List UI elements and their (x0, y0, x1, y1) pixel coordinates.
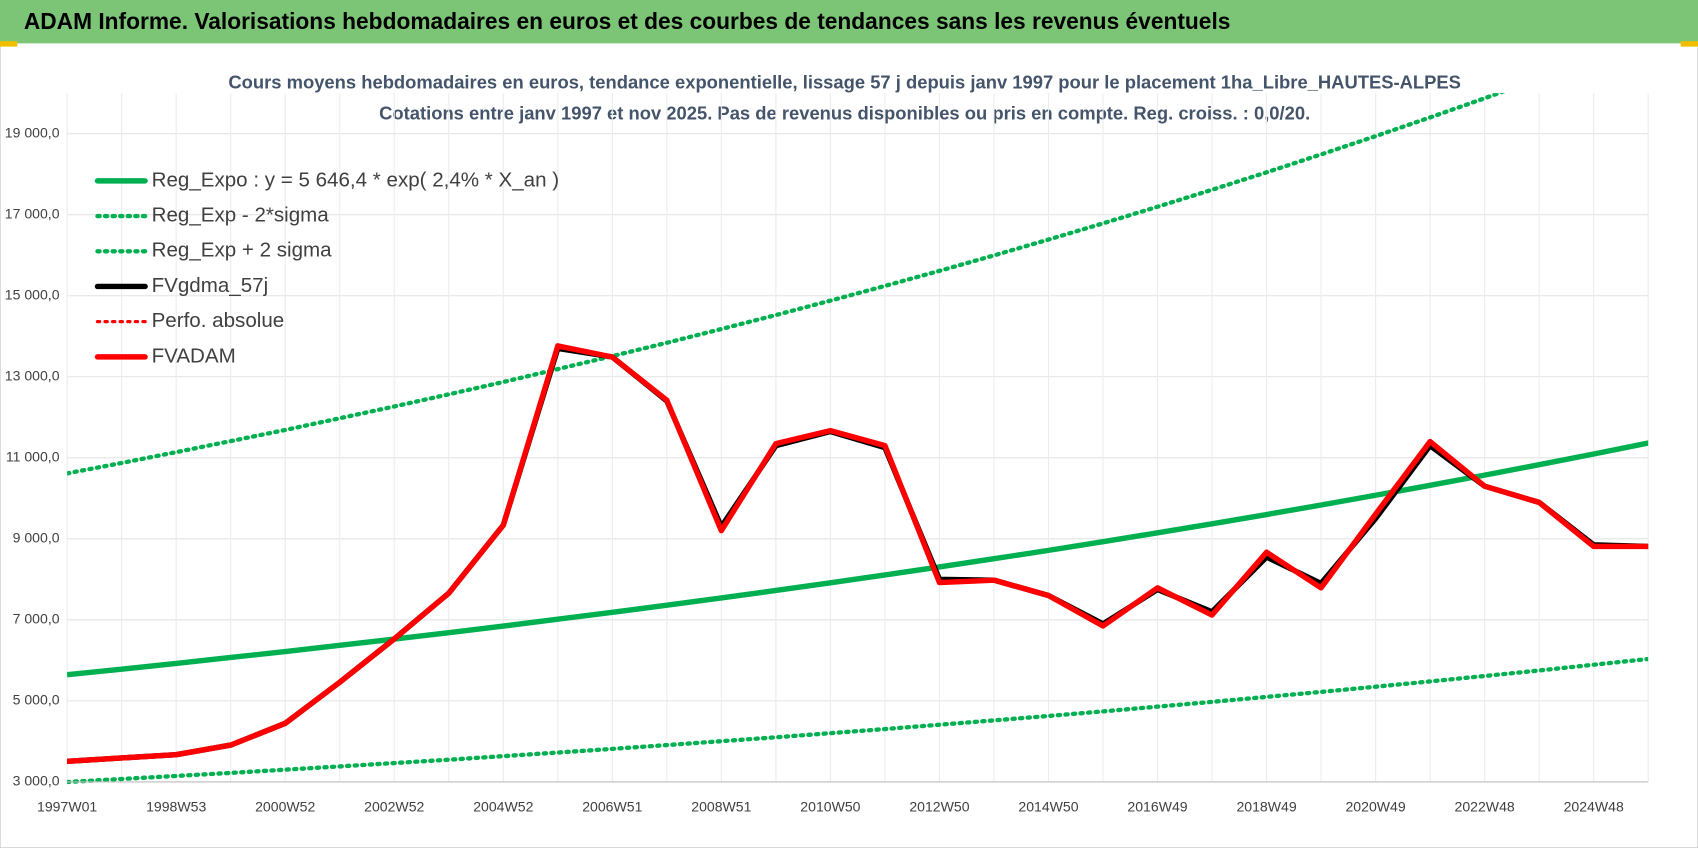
x-tick-label: 2006W51 (582, 799, 642, 815)
legend: Reg_Expo : y = 5 646,4 * exp( 2,4% * X_a… (94, 168, 560, 367)
header-bar (0, 0, 1698, 44)
y-tick-label: 7 000,0 (13, 611, 60, 627)
y-tick-label: 11 000,0 (6, 449, 60, 465)
series-line (67, 93, 1506, 476)
plot-area (67, 93, 1649, 785)
x-tick-label: 2010W50 (800, 799, 860, 815)
series-line (67, 656, 1649, 785)
x-tick-label: 2020W49 (1345, 799, 1405, 815)
x-tick-label: 2018W49 (1236, 799, 1296, 815)
x-tick-label: 2022W48 (1455, 799, 1515, 815)
series-line (67, 440, 1649, 678)
series-line (67, 343, 1649, 765)
axes: 3 000,0 5 000,0 7 000,0 9 000,0 11 000,0 13 0… (5, 124, 1649, 815)
y-tick-label: 3 000,0 (13, 773, 60, 789)
legend-label: Reg_Exp - 2*sigma (152, 204, 330, 227)
y-tick-label: 9 000,0 (13, 530, 60, 546)
x-tick-label: 2000W52 (255, 799, 315, 815)
chart-subtitle: Cotations entre janv 1997 et nov 2025. P… (379, 103, 1310, 124)
x-tick-label: 1997W01 (37, 799, 97, 815)
x-tick-label: 2008W51 (691, 799, 751, 815)
x-tick-label: 2004W52 (473, 799, 533, 815)
x-tick-label: 2024W48 (1564, 799, 1624, 815)
x-tick-label: 2012W50 (909, 799, 969, 815)
legend-label: FVgdma_57j (152, 274, 269, 297)
corner-marker (0, 41, 18, 47)
legend-label: Reg_Exp + 2 sigma (152, 239, 333, 262)
legend-label: FVADAM (152, 344, 236, 367)
y-tick-label: 5 000,0 (13, 692, 60, 708)
x-tick-label: 2002W52 (364, 799, 424, 815)
y-tick-label: 13 000,0 (5, 367, 60, 383)
y-tick-label: 17 000,0 (5, 205, 60, 221)
legend-label: Perfo. absolue (152, 309, 285, 332)
x-tick-label: 2014W50 (1018, 799, 1078, 815)
legend-label: Reg_Expo : y = 5 646,4 * exp( 2,4% * X_a… (152, 168, 560, 191)
x-tick-label: 2016W49 (1127, 799, 1187, 815)
y-tick-label: 19 000,0 (5, 124, 60, 140)
x-tick-label: 1998W53 (146, 799, 206, 815)
y-tick-label: 15 000,0 (5, 286, 60, 302)
corner-marker (1680, 41, 1698, 47)
chart-title: Cours moyens hebdomadaires en euros, ten… (228, 71, 1461, 92)
header-title: ADAM Informe. Valorisations hebdomadaire… (24, 8, 1231, 34)
